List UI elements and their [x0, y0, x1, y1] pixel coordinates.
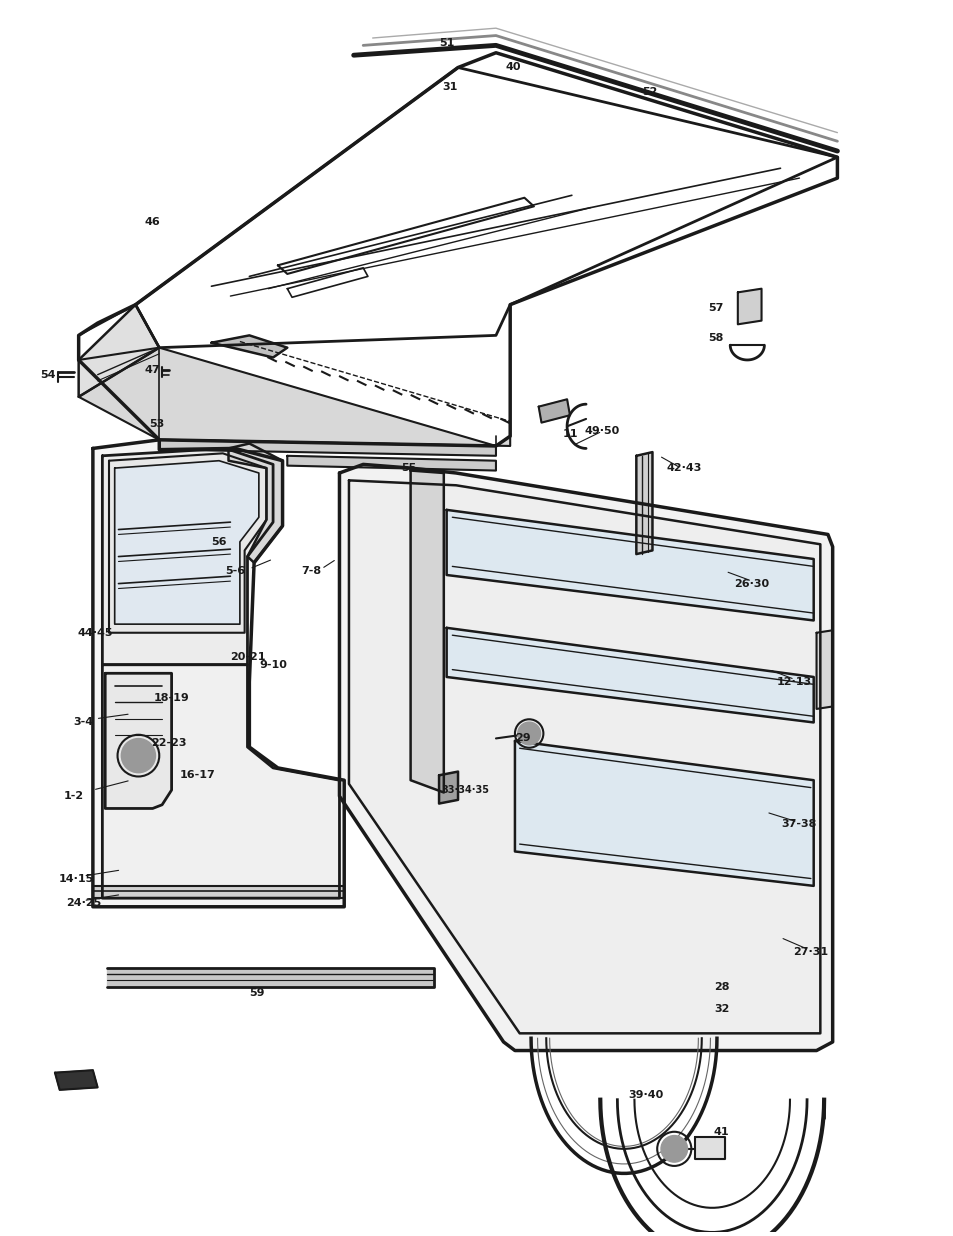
- Text: 1-2: 1-2: [64, 791, 84, 801]
- Polygon shape: [212, 335, 287, 357]
- Text: 51: 51: [438, 38, 454, 48]
- Text: 11: 11: [561, 429, 578, 439]
- Polygon shape: [102, 665, 339, 899]
- Text: 7-8: 7-8: [300, 566, 321, 576]
- Polygon shape: [78, 347, 510, 446]
- Text: 37-38: 37-38: [781, 819, 817, 829]
- Polygon shape: [78, 304, 159, 397]
- Text: 56: 56: [211, 536, 227, 546]
- Polygon shape: [446, 628, 813, 723]
- Text: 24·25: 24·25: [66, 899, 101, 908]
- Polygon shape: [114, 461, 258, 624]
- Text: 20-21: 20-21: [230, 653, 265, 662]
- Text: 52: 52: [641, 87, 657, 98]
- Text: 58: 58: [707, 332, 723, 342]
- Polygon shape: [287, 456, 496, 471]
- Polygon shape: [737, 289, 760, 324]
- Polygon shape: [109, 454, 266, 633]
- Text: 14·15: 14·15: [59, 874, 94, 884]
- Polygon shape: [636, 452, 652, 554]
- Text: 44·45: 44·45: [78, 628, 113, 638]
- Text: 26·30: 26·30: [734, 578, 769, 588]
- Text: 28: 28: [713, 981, 729, 991]
- Circle shape: [121, 739, 155, 772]
- Text: 29: 29: [515, 733, 530, 743]
- Polygon shape: [102, 449, 273, 665]
- Text: 9-10: 9-10: [259, 660, 287, 670]
- Text: 54: 54: [41, 370, 56, 379]
- Text: 5-6: 5-6: [225, 566, 245, 576]
- Polygon shape: [349, 481, 820, 1033]
- Polygon shape: [229, 444, 282, 562]
- Text: 55: 55: [400, 464, 416, 473]
- Circle shape: [517, 722, 540, 745]
- Polygon shape: [78, 53, 837, 446]
- Text: 46: 46: [145, 218, 160, 227]
- Text: 3-4: 3-4: [73, 717, 93, 728]
- Polygon shape: [92, 886, 344, 899]
- Polygon shape: [515, 740, 813, 886]
- Polygon shape: [538, 399, 569, 423]
- Text: 53: 53: [149, 419, 164, 429]
- Text: 42·43: 42·43: [665, 464, 700, 473]
- Text: 12·13: 12·13: [777, 677, 811, 687]
- Text: 22-23: 22-23: [151, 738, 186, 748]
- Polygon shape: [446, 510, 813, 620]
- Circle shape: [660, 1136, 687, 1162]
- Polygon shape: [410, 471, 443, 792]
- Text: 49·50: 49·50: [584, 426, 619, 436]
- Text: 18-19: 18-19: [153, 693, 190, 703]
- Polygon shape: [816, 630, 832, 709]
- Text: 31: 31: [442, 82, 457, 93]
- Text: 40: 40: [505, 63, 520, 73]
- Text: 41: 41: [713, 1127, 729, 1137]
- Text: 59: 59: [249, 988, 264, 997]
- Polygon shape: [438, 771, 457, 803]
- Polygon shape: [107, 968, 434, 986]
- Polygon shape: [92, 440, 344, 907]
- Polygon shape: [105, 674, 172, 808]
- Text: 33·34·35: 33·34·35: [441, 785, 489, 795]
- Polygon shape: [55, 1070, 97, 1090]
- Text: 16-17: 16-17: [179, 770, 214, 780]
- Text: 57: 57: [707, 303, 723, 314]
- Polygon shape: [159, 440, 496, 456]
- Text: 39·40: 39·40: [627, 1090, 662, 1100]
- Polygon shape: [339, 465, 832, 1051]
- Text: 47: 47: [145, 365, 160, 375]
- Text: 27·31: 27·31: [793, 947, 827, 957]
- Text: 32: 32: [713, 1004, 729, 1014]
- Polygon shape: [695, 1137, 724, 1158]
